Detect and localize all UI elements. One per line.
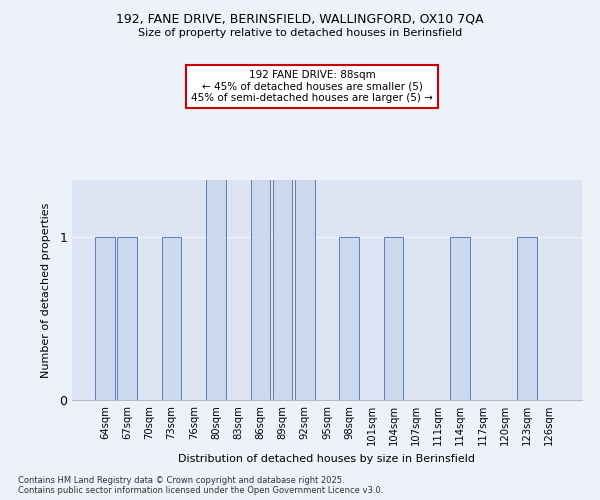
Bar xyxy=(451,237,470,400)
Text: Contains HM Land Registry data © Crown copyright and database right 2025.
Contai: Contains HM Land Registry data © Crown c… xyxy=(18,476,383,495)
Bar xyxy=(273,74,292,400)
Bar xyxy=(206,74,226,400)
Bar xyxy=(162,237,181,400)
Y-axis label: Number of detached properties: Number of detached properties xyxy=(41,202,51,378)
Bar xyxy=(95,237,115,400)
Text: Size of property relative to detached houses in Berinsfield: Size of property relative to detached ho… xyxy=(138,28,462,38)
X-axis label: Distribution of detached houses by size in Berinsfield: Distribution of detached houses by size … xyxy=(179,454,476,464)
Text: 192 FANE DRIVE: 88sqm
← 45% of detached houses are smaller (5)
45% of semi-detac: 192 FANE DRIVE: 88sqm ← 45% of detached … xyxy=(191,70,433,103)
Text: 192, FANE DRIVE, BERINSFIELD, WALLINGFORD, OX10 7QA: 192, FANE DRIVE, BERINSFIELD, WALLINGFOR… xyxy=(116,12,484,26)
Bar xyxy=(295,74,314,400)
Bar xyxy=(251,74,270,400)
Bar xyxy=(384,237,403,400)
Bar xyxy=(340,237,359,400)
Bar xyxy=(517,237,536,400)
Bar xyxy=(118,237,137,400)
